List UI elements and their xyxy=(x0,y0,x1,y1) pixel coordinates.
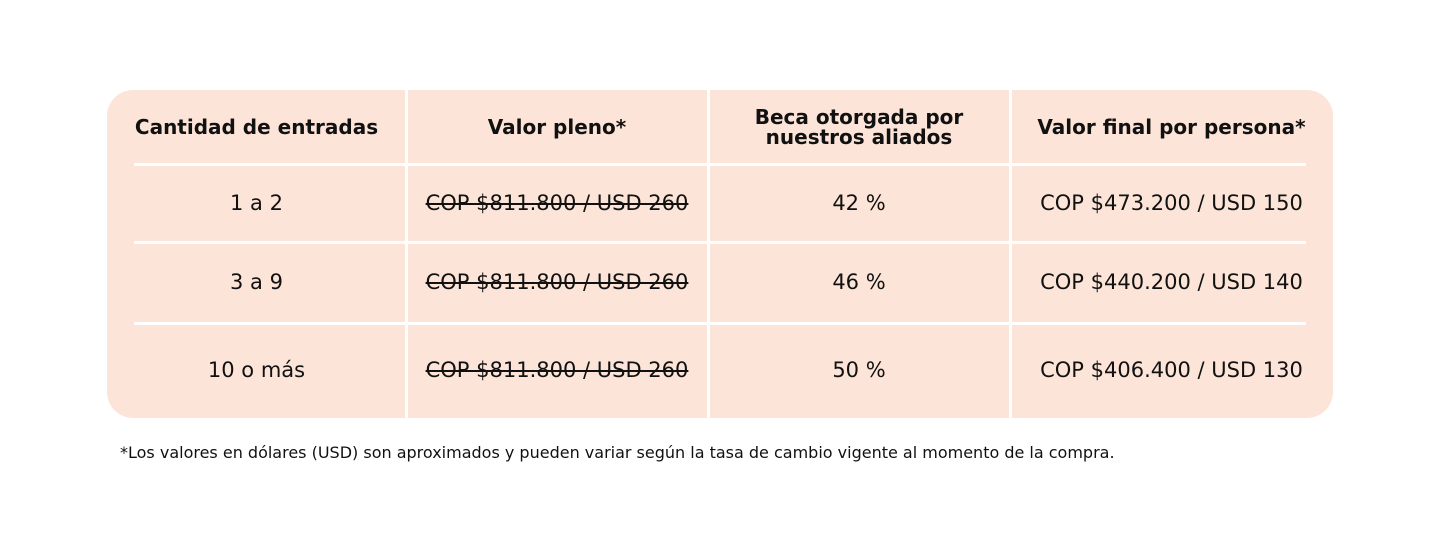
footnote: *Los valores en dólares (USD) son aproxi… xyxy=(120,443,1115,462)
table-cell: COP $473.200 / USD 150 xyxy=(1040,190,1303,215)
table-cell: 42 % xyxy=(832,190,886,215)
table-cell: 1 a 2 xyxy=(230,190,283,215)
column-divider xyxy=(1009,90,1012,418)
row-divider xyxy=(134,241,1306,244)
header-cell: Valor pleno* xyxy=(487,115,627,139)
table-cell: 50 % xyxy=(832,358,886,382)
price-table: Cantidad de entradas Valor pleno* Beca oto… xyxy=(107,90,1333,418)
row-divider xyxy=(134,322,1306,325)
table-cell: 3 a 9 xyxy=(230,270,283,294)
table-cell: 46 % xyxy=(832,270,886,294)
table-cell: COP $440.200 / USD 140 xyxy=(1040,270,1303,294)
header-cell: Valor final por persona* xyxy=(1037,115,1306,139)
original-price: COP $811.800 / USD 260 xyxy=(425,190,689,215)
row-divider xyxy=(134,163,1306,166)
header-cell: Beca otorgada por nuestros aliados xyxy=(754,105,964,149)
column-divider xyxy=(707,90,710,418)
table-cell: COP $406.400 / USD 130 xyxy=(1040,358,1303,382)
original-price: COP $811.800 / USD 260 xyxy=(425,358,689,382)
column-divider xyxy=(405,90,408,418)
header-cell: Cantidad de entradas xyxy=(134,115,379,139)
original-price: COP $811.800 / USD 260 xyxy=(425,270,689,294)
table-cell: 10 o más xyxy=(207,358,306,382)
